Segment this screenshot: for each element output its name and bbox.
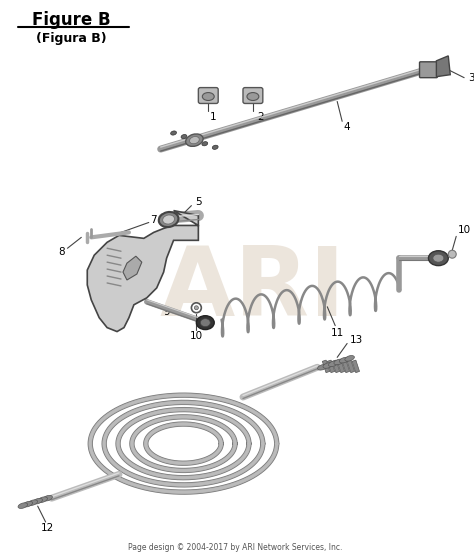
Bar xyxy=(342,360,350,372)
Ellipse shape xyxy=(201,319,210,326)
Text: 10: 10 xyxy=(190,330,203,340)
Ellipse shape xyxy=(186,134,203,146)
Text: 2: 2 xyxy=(257,113,264,122)
Text: Figure B: Figure B xyxy=(32,11,111,29)
Text: 5: 5 xyxy=(195,197,201,207)
Ellipse shape xyxy=(328,361,338,366)
Ellipse shape xyxy=(339,357,349,363)
Ellipse shape xyxy=(202,142,208,146)
Ellipse shape xyxy=(247,92,259,100)
Circle shape xyxy=(448,250,456,258)
Ellipse shape xyxy=(38,497,47,502)
Ellipse shape xyxy=(163,215,174,224)
Text: ARI: ARI xyxy=(160,244,346,337)
Text: 1: 1 xyxy=(210,113,217,122)
Circle shape xyxy=(194,306,198,310)
Text: 9: 9 xyxy=(164,307,170,317)
Ellipse shape xyxy=(196,316,214,330)
Ellipse shape xyxy=(202,92,214,100)
Polygon shape xyxy=(437,56,450,77)
Text: 13: 13 xyxy=(350,334,364,344)
Bar xyxy=(327,360,335,372)
Ellipse shape xyxy=(345,356,355,361)
Ellipse shape xyxy=(23,501,33,507)
Bar xyxy=(322,360,330,372)
Text: 3: 3 xyxy=(468,73,474,83)
Ellipse shape xyxy=(190,137,199,144)
Ellipse shape xyxy=(159,212,178,227)
Text: 4: 4 xyxy=(344,122,350,132)
Ellipse shape xyxy=(318,365,327,370)
Polygon shape xyxy=(123,256,142,280)
Ellipse shape xyxy=(171,131,176,135)
Text: 12: 12 xyxy=(41,523,54,533)
Bar xyxy=(332,360,340,372)
Text: 6: 6 xyxy=(157,265,164,275)
FancyBboxPatch shape xyxy=(243,87,263,104)
Ellipse shape xyxy=(18,503,27,508)
Ellipse shape xyxy=(28,500,37,506)
Ellipse shape xyxy=(433,254,444,262)
Bar xyxy=(352,360,360,372)
Polygon shape xyxy=(87,211,198,332)
FancyBboxPatch shape xyxy=(198,87,218,104)
Ellipse shape xyxy=(334,359,344,365)
Text: 10: 10 xyxy=(458,226,471,235)
Ellipse shape xyxy=(428,251,448,265)
Ellipse shape xyxy=(212,145,218,150)
Ellipse shape xyxy=(181,134,187,139)
Text: 8: 8 xyxy=(58,247,65,257)
Ellipse shape xyxy=(191,138,197,142)
Text: (Figura B): (Figura B) xyxy=(36,31,107,44)
Ellipse shape xyxy=(43,496,53,501)
FancyBboxPatch shape xyxy=(419,62,438,78)
Text: 11: 11 xyxy=(330,328,344,338)
Text: Page design © 2004-2017 by ARI Network Services, Inc.: Page design © 2004-2017 by ARI Network S… xyxy=(128,543,342,552)
Ellipse shape xyxy=(323,363,333,368)
Bar xyxy=(347,360,355,372)
Bar xyxy=(337,360,345,372)
Text: 7: 7 xyxy=(150,216,157,226)
Ellipse shape xyxy=(33,498,43,504)
